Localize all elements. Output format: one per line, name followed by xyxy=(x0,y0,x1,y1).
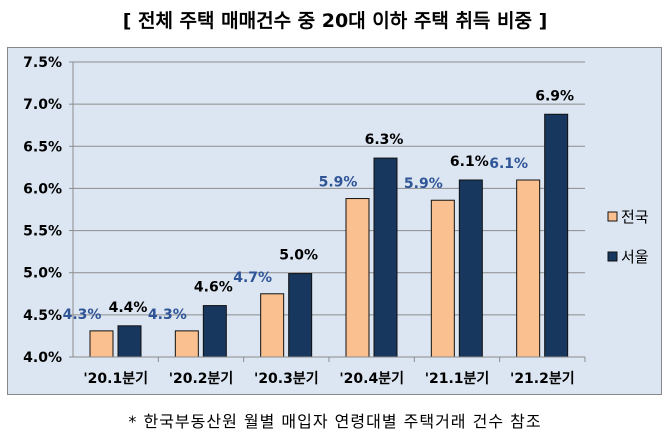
y-tick-label: 4.5% xyxy=(23,308,62,324)
legend-swatch xyxy=(607,211,618,222)
legend-label: 전국 xyxy=(621,208,649,226)
data-label: 6.9% xyxy=(535,88,574,104)
x-tick-label: '21.2분기 xyxy=(510,371,575,387)
y-tick-label: 7.0% xyxy=(23,97,62,113)
y-tick-label: 4.0% xyxy=(23,350,62,366)
data-label: 4.3% xyxy=(148,307,187,323)
footnote: * 한국부동산원 월별 매입자 연령대별 주택거래 건수 참조 xyxy=(128,412,542,431)
legend-swatch xyxy=(607,251,618,262)
data-label: 5.9% xyxy=(404,176,443,192)
bar-서울 xyxy=(458,179,483,358)
data-label: 6.3% xyxy=(365,132,404,148)
bar-서울 xyxy=(202,305,227,358)
x-tick-label: '20.2분기 xyxy=(169,371,234,387)
bar-전국 xyxy=(260,293,285,358)
y-tick-label: 6.0% xyxy=(23,181,62,197)
bar-서울 xyxy=(373,157,398,358)
y-tick-label: 6.5% xyxy=(23,139,62,155)
legend-label: 서울 xyxy=(621,248,649,266)
bar-전국 xyxy=(345,198,370,358)
y-tick-label: 5.0% xyxy=(23,266,62,282)
data-label: 4.4% xyxy=(109,300,148,316)
bar-전국 xyxy=(174,330,199,358)
bar-전국 xyxy=(516,179,541,358)
data-label: 5.9% xyxy=(319,175,358,191)
x-tick-label: '20.4분기 xyxy=(339,371,404,387)
data-label: 4.7% xyxy=(233,270,272,286)
bar-전국 xyxy=(89,330,114,358)
bar-서울 xyxy=(544,113,569,358)
data-label: 5.0% xyxy=(279,248,318,264)
bar-서울 xyxy=(117,325,142,358)
data-label: 6.1% xyxy=(450,154,489,170)
x-tick-label: '20.3분기 xyxy=(254,371,319,387)
y-tick-label: 5.5% xyxy=(23,224,62,240)
y-tick-label: 7.5% xyxy=(23,55,62,71)
data-label: 6.1% xyxy=(489,156,528,172)
bar-서울 xyxy=(288,273,313,358)
data-label: 4.6% xyxy=(194,280,233,296)
data-label: 4.3% xyxy=(63,307,102,323)
x-tick-label: '20.1분기 xyxy=(83,371,148,387)
bar-전국 xyxy=(430,199,455,358)
chart-title: [ 전체 주택 매매건수 중 20대 이하 주택 취득 비중 ] xyxy=(122,10,548,32)
x-tick-label: '21.1분기 xyxy=(425,371,490,387)
